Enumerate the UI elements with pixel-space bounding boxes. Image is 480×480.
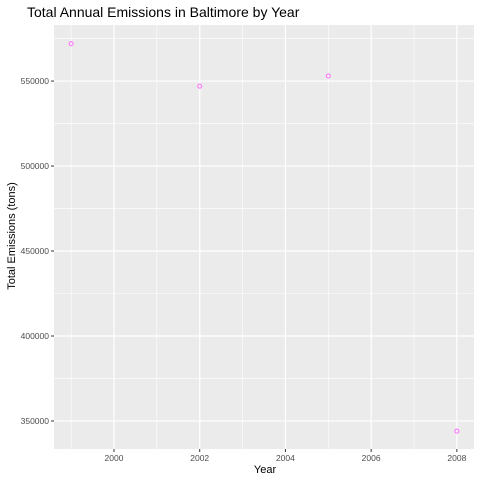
grid-lines [54,25,474,449]
y-axis-title: Total Emissions (tons) [6,182,18,290]
plot-panel [54,25,474,449]
x-axis: 2000 2002 2004 2006 2008 [105,449,467,463]
y-tick-label: 350000 [21,416,50,426]
y-tick-label: 550000 [21,76,50,86]
y-tick-label: 400000 [21,331,50,341]
y-axis: 350000 400000 450000 500000 550000 [21,76,54,426]
x-tick-label: 2006 [362,453,381,463]
chart-title: Total Annual Emissions in Baltimore by Y… [27,4,300,20]
data-points [68,41,460,434]
x-tick-label: 2000 [105,453,124,463]
data-point [197,83,203,89]
data-point [454,428,460,434]
x-tick-label: 2002 [190,453,209,463]
y-tick-label: 450000 [21,246,50,256]
data-point [68,41,74,47]
data-point [325,73,331,79]
y-tick-label: 500000 [21,161,50,171]
x-tick-label: 2004 [276,453,295,463]
x-axis-title: Year [254,464,277,476]
x-tick-label: 2008 [447,453,466,463]
panel-background [54,25,474,449]
